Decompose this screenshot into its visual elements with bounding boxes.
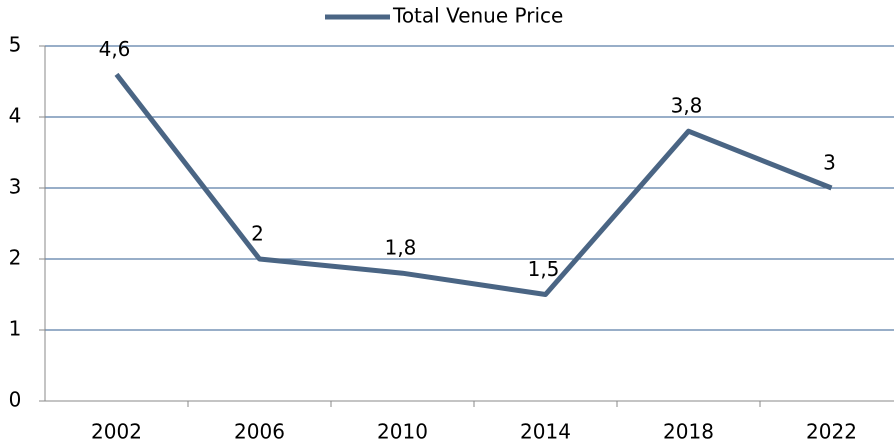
y-tick-label: 5 xyxy=(9,33,22,57)
x-tick-label: 2018 xyxy=(663,420,714,444)
data-label: 3,8 xyxy=(671,94,703,118)
legend-label: Total Venue Price xyxy=(392,4,563,28)
x-tick-label: 2022 xyxy=(806,420,857,444)
data-label: 2 xyxy=(251,222,264,246)
y-tick-label: 0 xyxy=(9,388,22,412)
data-label: 3 xyxy=(823,151,836,175)
data-label: 1,8 xyxy=(385,236,417,260)
data-line xyxy=(114,72,833,297)
y-tick-label: 2 xyxy=(9,246,22,270)
x-tick-label: 2002 xyxy=(91,420,142,444)
x-tick-label: 2014 xyxy=(520,420,571,444)
y-tick-label: 3 xyxy=(9,175,22,199)
y-tick-label: 1 xyxy=(9,317,22,341)
y-tick-label: 4 xyxy=(9,104,22,128)
data-label: 4,6 xyxy=(99,37,131,61)
x-tick-label: 2006 xyxy=(234,420,285,444)
x-tick-label: 2010 xyxy=(377,420,428,444)
data-label: 1,5 xyxy=(528,257,560,281)
